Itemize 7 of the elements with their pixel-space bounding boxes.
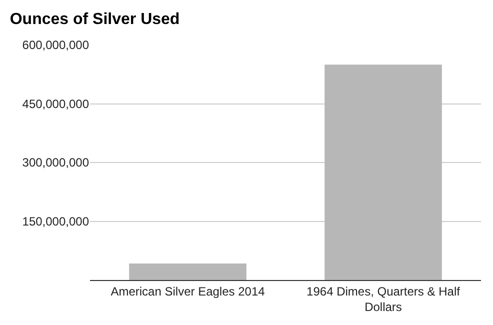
x-tick-label: American Silver Eagles 2014	[110, 284, 266, 298]
y-tick-label: 600,000,000	[22, 38, 90, 52]
y-tick-label: 150,000,000	[22, 214, 90, 228]
y-tick-label: 450,000,000	[22, 96, 90, 111]
y-tick-label: 300,000,000	[22, 156, 90, 170]
x-tick-label: 1964 Dimes, Quarters & Half Dollars	[306, 284, 461, 314]
chart-title: Ounces of Silver Used	[10, 11, 180, 28]
